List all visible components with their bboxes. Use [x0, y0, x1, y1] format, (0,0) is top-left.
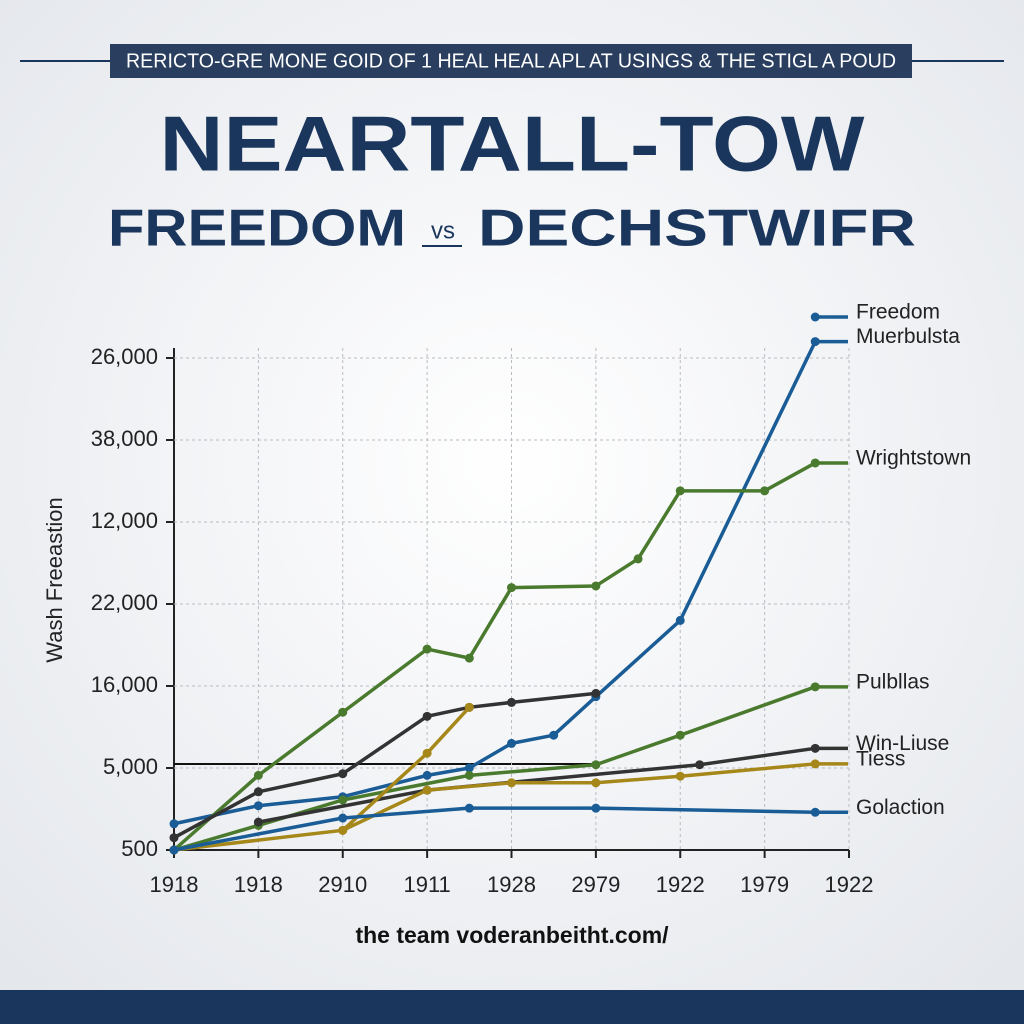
data-point [591, 778, 601, 788]
x-tick-label: 1918 [150, 872, 199, 897]
data-point [338, 825, 348, 835]
data-point [169, 819, 179, 829]
data-point [760, 486, 770, 496]
legend-label: Pulbllas [856, 670, 930, 693]
subtitle-right: DECHSTWIFR [478, 200, 916, 258]
data-point [591, 760, 601, 770]
data-point [507, 697, 516, 707]
subtitle-vs: vs [431, 217, 455, 244]
data-point [338, 813, 348, 823]
data-point [253, 787, 263, 797]
data-point [338, 795, 348, 805]
data-point [464, 702, 474, 712]
data-point [507, 778, 516, 788]
legend-label: Golaction [856, 796, 945, 819]
title: NEARTALL-TOW [160, 100, 865, 188]
series-line [173, 340, 817, 826]
legend-label: Freedom [856, 301, 940, 324]
data-point [422, 644, 432, 654]
y-axis-label: Wash Freeastion [42, 497, 67, 662]
data-point [633, 554, 643, 564]
data-point [253, 817, 263, 827]
y-tick-label: 26,000 [91, 344, 158, 369]
series-line [173, 706, 816, 852]
data-point [591, 581, 601, 591]
data-point [422, 748, 432, 758]
data-point [464, 770, 474, 780]
legend-label: Tiess [856, 747, 905, 770]
data-point [169, 845, 179, 855]
data-point [464, 653, 474, 663]
legend-label: Muerbulsta [856, 325, 960, 348]
y-tick-label: 16,000 [91, 672, 158, 697]
data-point [675, 486, 685, 496]
x-tick-label: 1928 [487, 872, 536, 897]
x-tick-label: 2910 [318, 872, 367, 897]
x-tick-label: 1918 [234, 872, 283, 897]
data-point [591, 803, 601, 813]
data-point [422, 770, 432, 780]
legend-label: Wrightstown [856, 447, 971, 470]
data-point [695, 760, 705, 770]
legend-label: Win-Liuse [856, 732, 949, 755]
x-tick-label: 1979 [740, 872, 789, 897]
data-point [675, 615, 685, 625]
x-tick-label: 1922 [825, 872, 874, 897]
y-tick-label: 22,000 [91, 590, 158, 615]
data-point [253, 801, 263, 811]
data-point [464, 803, 474, 813]
banner [110, 44, 912, 78]
data-point [507, 738, 516, 748]
x-tick-label: 1922 [656, 872, 705, 897]
data-point [422, 785, 432, 795]
data-point [338, 769, 348, 779]
data-point [169, 833, 179, 843]
data-point [675, 771, 685, 781]
y-tick-label: 38,000 [91, 426, 158, 451]
x-tick-label: 2979 [571, 872, 620, 897]
data-point [591, 688, 601, 698]
data-point [338, 707, 348, 717]
data-point [464, 763, 474, 773]
y-tick-label: 500 [121, 836, 158, 861]
data-point [675, 730, 685, 740]
data-point [422, 711, 432, 721]
bottom-bar [0, 990, 1024, 1024]
data-point [507, 583, 516, 593]
banner-text: RERICTO-GRE MONE GOID OF 1 HEAL HEAL APL… [126, 50, 896, 72]
subtitle-left: FREEDOM [108, 200, 406, 258]
data-point [549, 730, 559, 740]
data-point [253, 770, 263, 780]
y-tick-label: 5,000 [103, 754, 158, 779]
x-tick-label: 1911 [403, 872, 450, 897]
footer: the team voderanbeitht.com/ [355, 922, 669, 948]
y-tick-label: 12,000 [91, 508, 158, 533]
